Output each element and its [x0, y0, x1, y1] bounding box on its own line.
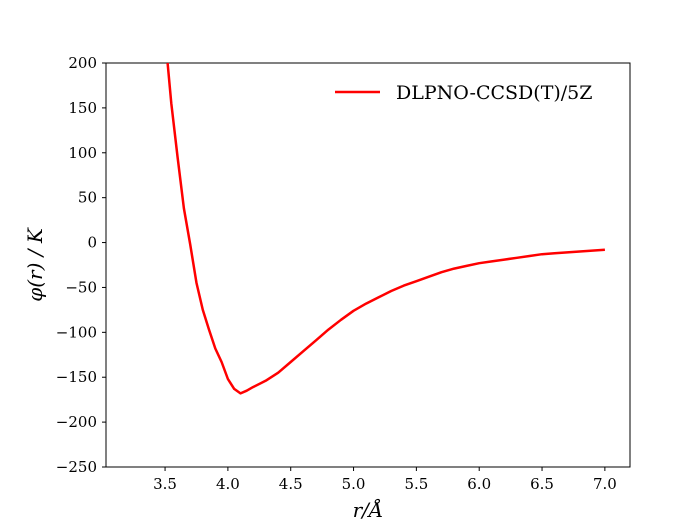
series-line-dlpno — [166, 62, 605, 395]
x-tick-label: 4.5 — [279, 475, 303, 493]
x-tick-label: 5.5 — [404, 475, 428, 493]
y-tick-label: −200 — [56, 413, 97, 431]
legend: DLPNO-CCSD(T)/5Z — [335, 82, 592, 104]
y-axis-label: φ(r) / K — [23, 227, 47, 302]
plot-frame — [105, 62, 631, 468]
x-tick-label: 4.0 — [216, 475, 240, 493]
y-tick-label: 150 — [68, 99, 97, 117]
x-tick-label: 6.0 — [467, 475, 491, 493]
y-tick-label: 50 — [78, 189, 97, 207]
x-tick-label: 7.0 — [593, 475, 617, 493]
legend-label: DLPNO-CCSD(T)/5Z — [396, 82, 592, 104]
x-tick-label: 6.5 — [530, 475, 554, 493]
y-tick-label: 200 — [68, 54, 97, 72]
y-tick-label: −100 — [56, 323, 97, 341]
y-axis-ticks: 200 150 100 50 0 −50 −100 −150 −200 −250 — [56, 54, 106, 476]
x-axis-ticks: 3.5 4.0 4.5 5.0 5.5 6.0 6.5 7.0 — [153, 467, 617, 493]
y-tick-label: −250 — [56, 458, 97, 476]
y-tick-label: −50 — [65, 278, 97, 296]
x-axis-label: r/Å — [353, 497, 384, 522]
x-tick-label: 3.5 — [153, 475, 177, 493]
x-tick-label: 5.0 — [342, 475, 366, 493]
y-tick-label: 100 — [68, 144, 97, 162]
y-tick-label: −150 — [56, 368, 97, 386]
y-tick-label: 0 — [87, 234, 97, 252]
